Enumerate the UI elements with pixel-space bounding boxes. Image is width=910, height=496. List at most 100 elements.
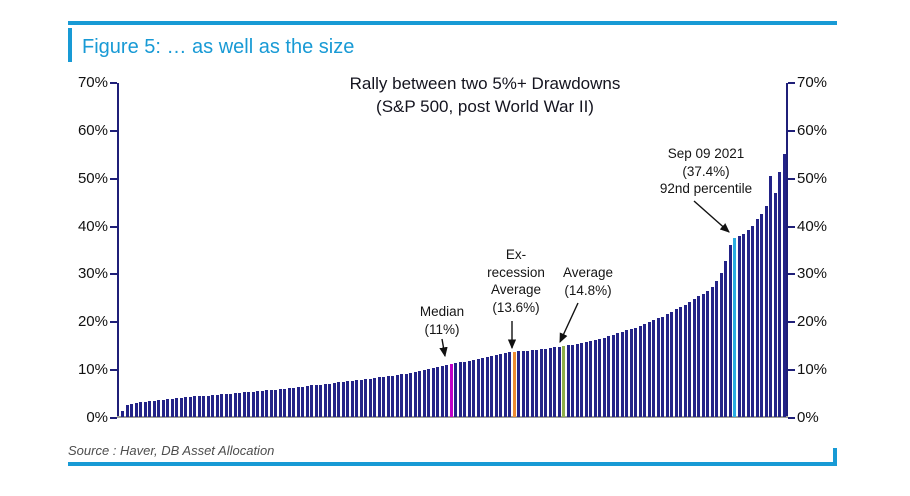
y-axis-label-right: 10%	[797, 361, 828, 379]
bar	[679, 306, 683, 417]
bar	[503, 352, 507, 417]
bar	[382, 376, 386, 417]
bar	[539, 349, 543, 417]
bar	[692, 299, 696, 417]
y-tick-left	[110, 273, 117, 276]
bar	[499, 353, 503, 417]
median-bar	[449, 364, 453, 417]
bar	[395, 374, 399, 417]
bar	[314, 384, 318, 417]
bar	[413, 372, 417, 417]
bar	[202, 395, 206, 417]
bar	[557, 346, 561, 417]
bar	[215, 394, 219, 417]
y-tick-right	[788, 321, 795, 324]
bar	[472, 359, 476, 417]
bar	[256, 391, 260, 417]
bar	[616, 333, 620, 417]
bar	[782, 153, 786, 417]
y-axis-right-line	[786, 83, 788, 418]
bar	[233, 393, 237, 417]
bar	[454, 363, 458, 417]
bar	[670, 311, 674, 417]
bar	[589, 340, 593, 417]
bar	[526, 350, 530, 417]
y-tick-right	[788, 129, 795, 132]
footer-bottom-rule	[68, 462, 837, 466]
bar	[166, 399, 170, 417]
bar	[697, 296, 701, 417]
average-annotation: Average (14.8%)	[562, 265, 614, 298]
bar	[467, 360, 471, 417]
y-axis-label-right: 40%	[797, 217, 828, 235]
y-axis-label-left: 0%	[86, 409, 108, 426]
bar	[436, 367, 440, 417]
bar	[328, 383, 332, 417]
bar	[319, 384, 323, 417]
bar	[260, 390, 264, 417]
bar	[458, 362, 462, 417]
bar	[418, 371, 422, 417]
y-tick-left	[110, 417, 117, 419]
bar	[715, 281, 719, 417]
footer-corner-stub	[833, 448, 837, 462]
y-tick-left	[110, 321, 117, 324]
bar	[337, 382, 341, 417]
y-axis-label-right: 70%	[797, 74, 828, 91]
bar	[751, 225, 755, 417]
bar	[769, 176, 773, 417]
bar	[193, 396, 197, 417]
bar	[602, 337, 606, 417]
bar	[404, 373, 408, 417]
bar	[368, 378, 372, 417]
bar	[665, 314, 669, 417]
bar	[553, 347, 557, 417]
bar	[427, 369, 431, 417]
bar	[706, 290, 710, 417]
bar	[575, 343, 579, 417]
bar	[607, 336, 611, 417]
bar	[278, 389, 282, 417]
bar	[463, 361, 467, 417]
bar	[134, 402, 138, 417]
bar	[656, 318, 660, 417]
bar	[490, 355, 494, 417]
bar	[148, 401, 152, 417]
y-tick-right	[788, 225, 795, 228]
bar	[634, 327, 638, 417]
chart-title: Rally between two 5%+ Drawdowns	[349, 74, 621, 93]
bar	[742, 233, 746, 417]
bar	[170, 398, 174, 417]
y-axis-left-line	[117, 83, 119, 418]
bar	[391, 375, 395, 417]
bar	[571, 344, 575, 417]
bar	[161, 399, 165, 417]
bar	[400, 374, 404, 417]
bar	[643, 324, 647, 417]
bar	[377, 377, 381, 417]
chart-title-block: Rally between two 5%+ Drawdowns (S&P 500…	[150, 72, 820, 118]
average-bar	[562, 346, 566, 417]
bar	[296, 387, 300, 417]
bar	[373, 378, 377, 417]
bar	[508, 352, 512, 417]
bar	[125, 404, 129, 417]
bar	[440, 366, 444, 417]
bar	[620, 331, 624, 417]
bar	[188, 396, 192, 417]
bar	[652, 320, 656, 417]
bar	[310, 385, 314, 417]
y-axis-label-right: 50%	[797, 169, 828, 187]
bar	[409, 373, 413, 417]
bar	[359, 379, 363, 417]
sep-09-2021-annotation: Sep 09 2021 (37.4%) 92nd percentile	[659, 146, 753, 196]
bar	[386, 376, 390, 417]
bar	[755, 219, 759, 417]
x-axis-baseline	[117, 416, 788, 418]
bar	[535, 349, 539, 417]
bar	[247, 392, 251, 417]
bar	[251, 391, 255, 417]
bar	[332, 383, 336, 417]
bar	[674, 309, 678, 417]
bar	[481, 357, 485, 417]
